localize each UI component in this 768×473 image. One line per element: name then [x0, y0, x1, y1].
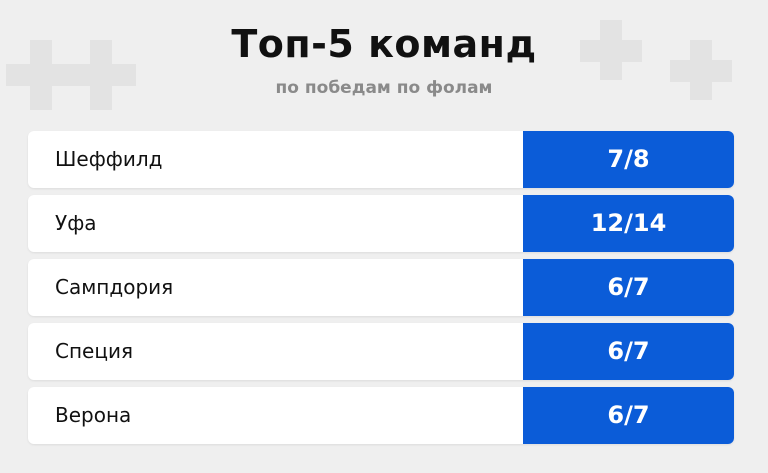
teams-list: Шеффилд 7/8 Уфа 12/14 Сампдория 6/7 Спец… — [28, 131, 734, 444]
wins-fouls-value: 6/7 — [523, 387, 734, 444]
wins-fouls-value: 12/14 — [523, 195, 734, 252]
wins-fouls-value: 6/7 — [523, 323, 734, 380]
team-name: Специя — [55, 339, 133, 363]
team-name: Сампдория — [55, 275, 174, 299]
team-name: Шеффилд — [55, 147, 163, 171]
list-item: Специя 6/7 — [28, 323, 734, 380]
wins-fouls-value: 6/7 — [523, 259, 734, 316]
list-item: Верона 6/7 — [28, 387, 734, 444]
list-item: Сампдория 6/7 — [28, 259, 734, 316]
page-title: Топ-5 команд — [231, 22, 537, 66]
wins-fouls-value: 7/8 — [523, 131, 734, 188]
page-subtitle: по победам по фолам — [275, 78, 493, 98]
list-item: Шеффилд 7/8 — [28, 131, 734, 188]
team-name: Уфа — [55, 211, 97, 235]
list-item: Уфа 12/14 — [28, 195, 734, 252]
team-name: Верона — [55, 403, 132, 427]
